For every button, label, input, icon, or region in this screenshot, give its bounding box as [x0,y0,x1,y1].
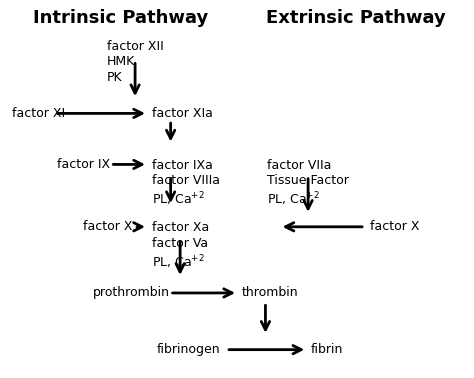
Text: factor IX: factor IX [57,158,110,171]
Text: factor XIa: factor XIa [152,107,212,120]
Text: fibrin: fibrin [310,343,343,356]
Text: Intrinsic Pathway: Intrinsic Pathway [33,9,209,28]
Text: Extrinsic Pathway: Extrinsic Pathway [265,9,446,28]
Text: factor X: factor X [83,220,132,233]
Text: factor X: factor X [370,220,419,233]
Text: thrombin: thrombin [242,287,298,299]
Text: factor Xa
factor Va
PL, Ca$^{+2}$: factor Xa factor Va PL, Ca$^{+2}$ [152,221,209,271]
Text: factor IXa
factor VIIIa
PL, Ca$^{+2}$: factor IXa factor VIIIa PL, Ca$^{+2}$ [152,159,219,208]
Text: factor VIIa
Tissue Factor
PL, Ca$^{+2}$: factor VIIa Tissue Factor PL, Ca$^{+2}$ [267,159,349,208]
Text: fibrinogen: fibrinogen [156,343,220,356]
Text: prothrombin: prothrombin [92,287,169,299]
Text: factor XII
HMK
PK: factor XII HMK PK [107,40,164,84]
Text: factor XI: factor XI [12,107,65,120]
